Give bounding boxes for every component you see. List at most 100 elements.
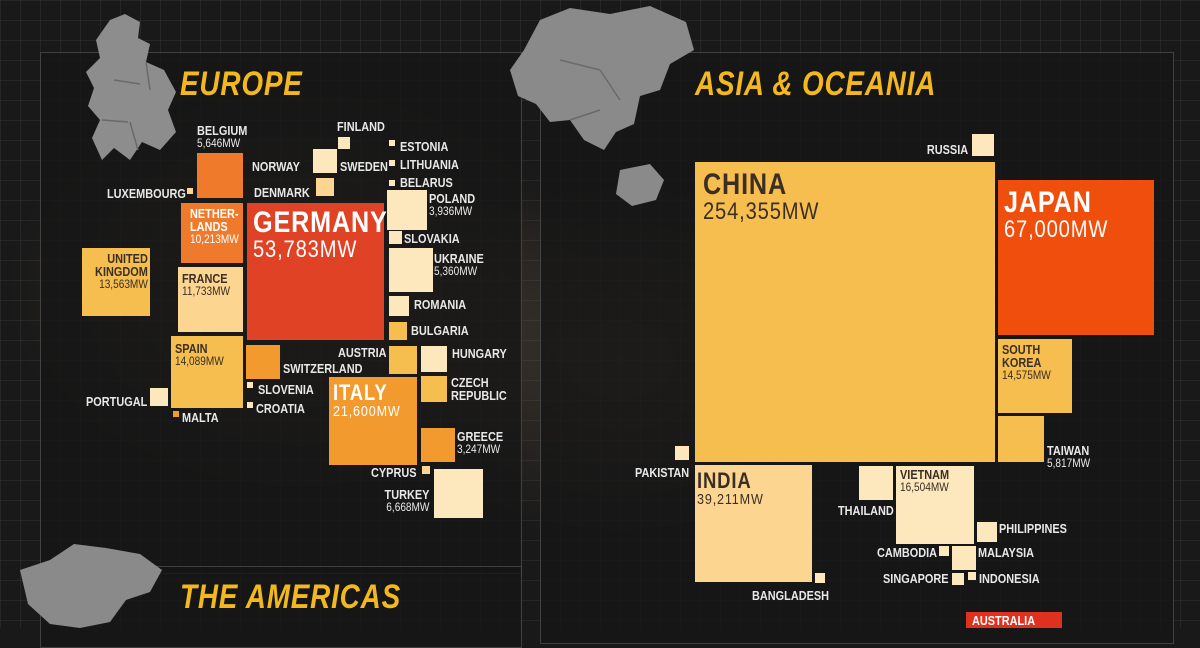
asia-map-icon [510,6,694,206]
treemap-label-hungary: HUNGARY [452,347,507,360]
country-name: FRANCE [182,271,228,286]
australia-label: AUSTRALIA [972,613,1036,628]
treemap-label-croatia: CROATIA [256,402,305,415]
treemap-label-japan: JAPAN 67,000MW [1004,188,1108,242]
treemap-label-greece: GREECE 3,247MW [457,430,503,455]
treemap-box-cambodia [939,546,949,556]
country-name: CYPRUS [371,465,417,480]
capacity-value: 5,817MW [1047,456,1091,470]
treemap-label-slovakia: SLOVAKIA [404,232,460,245]
capacity-value: 3,936MW [429,204,473,218]
treemap-label-austria: AUSTRIA [338,346,387,359]
capacity-value: 5,360MW [434,264,478,278]
treemap-box-indonesia [968,572,976,580]
country-name: MALTA [182,410,219,425]
treemap-label-cambodia: CAMBODIA [877,546,937,559]
country-name: SLOVAKIA [404,231,460,246]
country-name: RUSSIA [926,142,968,157]
country-name: TAIWAN [1047,443,1090,458]
treemap-label-bangladesh: BANGLADESH [752,589,829,602]
country-name: CAMBODIA [877,545,938,560]
country-name: TURKEY [384,487,429,502]
country-name: SINGAPORE [883,571,949,586]
americas-map-icon [20,544,162,628]
treemap-box-belarus [389,180,395,186]
treemap-label-belarus: BELARUS [400,176,453,189]
country-name: CROATIA [256,401,305,416]
country-name: GREECE [457,429,504,444]
treemap-label-bulgaria: BULGARIA [411,324,469,337]
treemap-box-sweden [314,149,336,172]
treemap-box-malta [173,411,179,417]
capacity-value: 10,213MW [190,232,239,246]
treemap-box-pakistan [675,446,689,460]
treemap-box-romania [389,296,409,316]
treemap-label-lithuania: LITHUANIA [400,158,459,171]
treemap-box-philippines [977,522,997,542]
treemap-box-bulgaria [389,322,407,340]
treemap-label-vietnam: VIETNAM 16,504MW [900,468,949,493]
treemap-label-malta: MALTA [182,411,219,424]
treemap-box-nether-lands [181,203,243,263]
treemap-box-india [695,465,812,582]
country-name: DENMARK [254,185,310,200]
treemap-label-pakistan: PAKISTAN [635,466,689,479]
capacity-value: 254,355MW [703,198,820,225]
asia-heading: ASIA & OCEANIA [695,65,937,103]
treemap-box-croatia [247,402,253,408]
treemap-box-czech-republic [421,376,447,402]
treemap-box-thailand [859,466,893,500]
treemap-label-estonia: ESTONIA [400,140,448,153]
treemap-box-portugal [150,388,168,406]
treemap-box-vietnam [896,466,974,544]
treemap-label-sweden: SWEDEN [340,160,388,173]
country-name: LUXEMBOURG [107,186,186,201]
capacity-value: 16,504MW [900,480,949,494]
country-name: HUNGARY [452,346,507,361]
country-name: AUSTRIA [338,345,387,360]
treemap-label-singapore: SINGAPORE [883,572,949,585]
treemap-label-ukraine: UKRAINE 5,360MW [434,252,484,277]
treemap-label-cyprus: CYPRUS [371,466,417,479]
country-name: JAPAN [1004,186,1092,219]
treemap-label-indonesia: INDONESIA [979,572,1040,585]
treemap-box-estonia [389,140,395,146]
country-name: UKRAINE [434,251,484,266]
country-name: NORWAY [252,159,300,174]
country-name: SOUTH KOREA [1002,342,1042,370]
treemap-label-germany: GERMANY 53,783MW [253,208,388,262]
europe-map-icon [86,14,176,160]
treemap-label-india: INDIA 39,211MW [697,468,764,508]
treemap-label-slovenia: SLOVENIA [258,383,314,396]
treemap-box-hungary [421,346,447,372]
treemap-label-poland: POLAND 3,936MW [429,192,475,217]
treemap-label-belgium: BELGIUM 5,646MW [197,124,247,149]
treemap-box-slovakia [389,231,402,244]
treemap-box-switzerland [246,345,280,379]
country-name: PAKISTAN [635,465,690,480]
country-name: FINLAND [337,119,385,134]
treemap-label-portugal: PORTUGAL [86,395,147,408]
treemap-label-italy: ITALY 21,600MW [333,382,401,420]
capacity-value: 53,783MW [253,236,358,263]
treemap-label-philippines: PHILIPPINES [999,522,1067,535]
country-name: SLOVENIA [258,382,314,397]
treemap-box-turkey [434,469,483,518]
capacity-value: 14,089MW [175,354,224,368]
country-name: INDIA [697,468,752,493]
country-name: ESTONIA [400,139,449,154]
treemap-box-cyprus [422,466,430,474]
treemap-box-singapore [952,573,964,585]
treemap-box-austria [389,346,417,374]
treemap-label-thailand: THAILAND [838,504,894,517]
capacity-value: 39,211MW [697,491,764,508]
treemap-box-poland [387,190,427,230]
country-name: UNITED KINGDOM [95,251,148,279]
treemap-box-south-korea [998,339,1072,413]
country-name: POLAND [429,191,476,206]
country-name: MALAYSIA [978,545,1035,560]
treemap-box-germany [247,203,384,340]
treemap-label-switzerland: SWITZERLAND [283,362,362,375]
treemap-label-united-kingdom: UNITED KINGDOM 13,563MW [95,252,148,290]
treemap-box-japan [998,180,1154,335]
